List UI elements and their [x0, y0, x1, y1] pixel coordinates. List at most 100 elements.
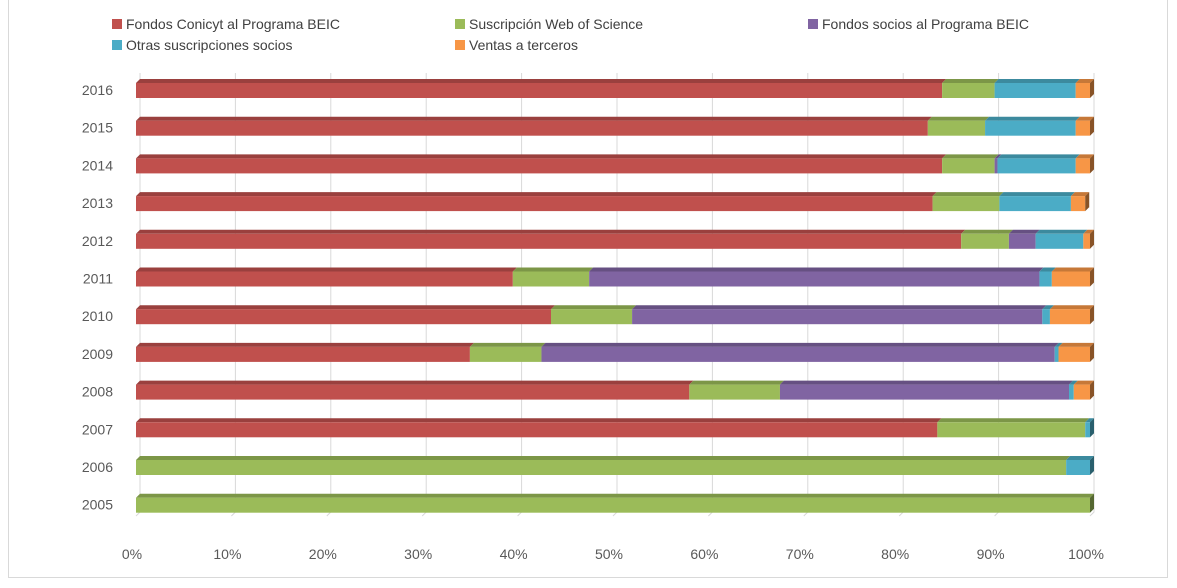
legend-swatch [455, 19, 465, 29]
x-tick-label: 0% [122, 546, 142, 562]
bar-segment-top [136, 192, 937, 197]
bar-segment-top [994, 79, 1080, 83]
bar-segment-top [589, 267, 1044, 272]
bar-segment-top [1042, 305, 1054, 310]
bar-segment [469, 346, 542, 362]
bar-segment [136, 460, 1067, 475]
x-tick-label: 10% [213, 546, 241, 562]
category-label: 2013 [82, 195, 113, 211]
bar-segment [961, 233, 1009, 249]
legend-swatch [808, 19, 818, 29]
bar-segment-top [1008, 229, 1040, 234]
bar-segment-side [1090, 229, 1094, 249]
bar-segment-top [942, 154, 999, 159]
category-label: 2008 [82, 384, 113, 400]
bar-segment-side [1090, 79, 1094, 98]
bar-segment [550, 309, 633, 325]
bar-segment-top [994, 154, 1002, 159]
bar-segment [136, 309, 551, 325]
chart-frame [8, 0, 1168, 578]
gridline [135, 73, 141, 517]
bar-segment-top [942, 79, 999, 83]
category-label: 2014 [82, 157, 113, 173]
bar-segment [1051, 271, 1090, 287]
gridline [898, 73, 904, 517]
bar-segment-side [1090, 116, 1094, 136]
x-tick-label: 20% [309, 546, 337, 562]
bar-segment [136, 196, 933, 212]
bar-segment [632, 309, 1043, 325]
category-label: 2012 [82, 233, 113, 249]
bar-segment-top [1073, 380, 1094, 385]
gridline [1089, 73, 1095, 517]
legend-swatch [112, 19, 122, 29]
bar-segment-top [997, 154, 1080, 159]
bar-segment [1083, 233, 1090, 249]
bar-segment-top [632, 305, 1047, 310]
bar-segment-top [1049, 305, 1094, 310]
legend-item: Fondos Conicyt al Programa BEIC [112, 16, 340, 32]
legend-label: Ventas a terceros [469, 37, 578, 53]
category-label: 2011 [83, 271, 113, 287]
bar-segment-top [779, 380, 1074, 385]
category-label: 2007 [82, 421, 113, 437]
bar-segment-top [985, 116, 1080, 121]
bar-segment [1039, 271, 1052, 287]
gridline [326, 73, 332, 517]
bar-segment [136, 497, 1090, 513]
gridline [421, 73, 427, 517]
bar-segment-top [1054, 342, 1063, 347]
bar-segment-top [1070, 192, 1090, 197]
bar-segment [689, 384, 780, 400]
bar-segment [136, 83, 943, 98]
bar-segment-top [1066, 456, 1094, 460]
bar-segment-top [550, 305, 637, 310]
bar-segment [994, 158, 998, 174]
bar-segment-top [937, 418, 1090, 423]
bar-segment [999, 196, 1071, 212]
bar-segment-side [1090, 342, 1094, 362]
bar-segment-top [136, 116, 932, 121]
gridline [612, 73, 618, 517]
bar-segment [136, 422, 938, 438]
gridline [994, 73, 1000, 517]
x-tick-label: 50% [595, 546, 623, 562]
bar-segment [937, 422, 1086, 438]
bar-segment [1049, 309, 1090, 325]
bar-segment [136, 271, 513, 287]
bar-segment-top [136, 418, 942, 423]
x-tick-label: 80% [881, 546, 909, 562]
legend-label: Otras suscripciones socios [126, 37, 293, 53]
bar-segment-side [1085, 192, 1090, 212]
bar-segment [136, 120, 928, 136]
bar-segment-top [961, 229, 1013, 234]
gridline [803, 73, 809, 517]
bar-segment-top [469, 342, 546, 347]
bar-segment-top [1085, 418, 1094, 423]
legend-label: Suscripción Web of Science [469, 16, 644, 32]
bar-segment-top [1051, 267, 1094, 272]
category-label: 2009 [82, 346, 113, 362]
bar-segment [1070, 196, 1086, 212]
bar-segment [942, 83, 995, 98]
bar-segment [1075, 158, 1090, 174]
bar-segment [1066, 460, 1090, 475]
bar-segment [1058, 346, 1090, 362]
bar-segment-top [1083, 229, 1094, 234]
legend-item: Ventas a terceros [455, 37, 578, 53]
bar-segment-top [136, 229, 966, 234]
x-tick-label: 60% [690, 546, 718, 562]
bar-segment-top [1075, 154, 1094, 159]
bar-segment-top [1035, 229, 1088, 234]
bar-segment-side [1090, 493, 1094, 513]
bar-segment-side [1090, 418, 1094, 438]
legend-label: Fondos socios al Programa BEIC [822, 16, 1029, 32]
x-tick-label: 30% [404, 546, 432, 562]
bar-segment-side [1090, 154, 1094, 174]
legend-item: Suscripción Web of Science [455, 16, 643, 32]
bar-segment-top [136, 493, 1094, 498]
gridline [231, 73, 236, 517]
bar-segment [1085, 422, 1090, 438]
bar-segment-side [1090, 380, 1094, 400]
